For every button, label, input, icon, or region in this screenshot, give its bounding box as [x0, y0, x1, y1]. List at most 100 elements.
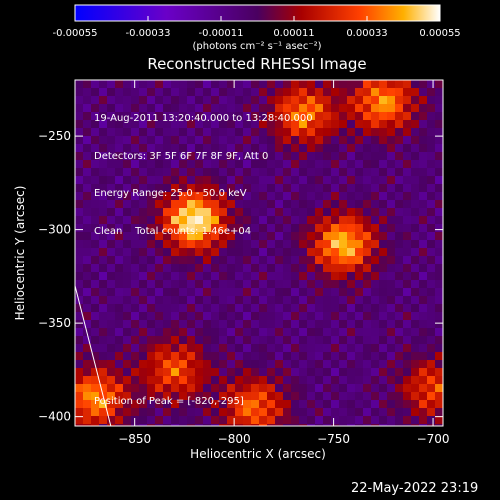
heatmap-cell — [283, 88, 291, 96]
heatmap-cell — [83, 280, 91, 288]
heatmap-cell — [395, 136, 403, 144]
heatmap-cell — [291, 208, 299, 216]
heatmap-cell — [163, 272, 171, 280]
heatmap-cell — [147, 128, 155, 136]
heatmap-cell — [363, 88, 371, 96]
heatmap-cell — [267, 184, 275, 192]
heatmap-cell — [387, 240, 395, 248]
heatmap-cell — [299, 80, 307, 88]
heatmap-cell — [171, 280, 179, 288]
heatmap-cell — [283, 216, 291, 224]
heatmap-cell — [323, 80, 331, 88]
colorbar-tick-label: -0.00055 — [53, 28, 98, 39]
heatmap-cell — [339, 288, 347, 296]
heatmap-cell — [379, 344, 387, 352]
heatmap-cell — [203, 264, 211, 272]
heatmap-cell — [83, 160, 91, 168]
heatmap-cell — [187, 152, 195, 160]
heatmap-cell — [315, 216, 323, 224]
heatmap-cell — [387, 208, 395, 216]
heatmap-cell — [163, 176, 171, 184]
heatmap-cell — [203, 184, 211, 192]
heatmap-cell — [283, 416, 291, 424]
heatmap-cell — [219, 336, 227, 344]
heatmap-cell — [275, 232, 283, 240]
heatmap-cell — [259, 280, 267, 288]
heatmap-cell — [363, 320, 371, 328]
heatmap-cell — [379, 168, 387, 176]
heatmap-cell — [331, 128, 339, 136]
heatmap-cell — [147, 224, 155, 232]
colorbar-tick-label: -0.00033 — [126, 28, 171, 39]
heatmap-cell — [147, 208, 155, 216]
heatmap-cell — [195, 296, 203, 304]
heatmap-cell — [363, 392, 371, 400]
heatmap-cell — [211, 216, 219, 224]
heatmap-cell — [131, 96, 139, 104]
heatmap-cell — [171, 80, 179, 88]
heatmap-cell — [339, 352, 347, 360]
heatmap-cell — [163, 288, 171, 296]
heatmap-cell — [299, 120, 307, 128]
heatmap-cell — [139, 256, 147, 264]
heatmap-cell — [75, 200, 83, 208]
heatmap-cell — [267, 328, 275, 336]
heatmap-cell — [275, 96, 283, 104]
heatmap-cell — [363, 176, 371, 184]
heatmap-cell — [155, 288, 163, 296]
heatmap-cell — [147, 360, 155, 368]
heatmap-cell — [395, 176, 403, 184]
heatmap-cell — [275, 424, 283, 426]
heatmap-cell — [331, 232, 339, 240]
heatmap-cell — [91, 104, 99, 112]
heatmap-cell — [83, 320, 91, 328]
heatmap-cell — [395, 304, 403, 312]
heatmap-cell — [267, 288, 275, 296]
heatmap-cell — [163, 96, 171, 104]
heatmap-cell — [163, 312, 171, 320]
heatmap-cell — [131, 344, 139, 352]
heatmap-cell — [75, 216, 83, 224]
heatmap-cell — [171, 360, 179, 368]
heatmap-cell — [139, 352, 147, 360]
colorbar-tick-label: 0.00011 — [273, 28, 314, 39]
heatmap-cell — [363, 312, 371, 320]
heatmap-cell — [83, 208, 91, 216]
heatmap-cell — [227, 224, 235, 232]
heatmap-cell — [339, 80, 347, 88]
heatmap-cell — [371, 232, 379, 240]
heatmap-cell — [395, 224, 403, 232]
heatmap-cell — [291, 112, 299, 120]
heatmap-cell — [131, 384, 139, 392]
heatmap-cell — [403, 416, 411, 424]
heatmap-cell — [179, 160, 187, 168]
heatmap-cell — [91, 216, 99, 224]
heatmap-cell — [411, 352, 419, 360]
heatmap-cell — [147, 104, 155, 112]
heatmap-cell — [115, 216, 123, 224]
colorbar-tick-label: -0.00011 — [199, 28, 244, 39]
heatmap-cell — [91, 184, 99, 192]
heatmap-cell — [339, 360, 347, 368]
heatmap-cell — [147, 232, 155, 240]
heatmap-cell — [195, 224, 203, 232]
heatmap-cell — [427, 256, 435, 264]
heatmap-cell — [187, 240, 195, 248]
heatmap-cell — [203, 240, 211, 248]
heatmap-cell — [99, 424, 107, 426]
heatmap-cell — [355, 104, 363, 112]
heatmap-cell — [115, 416, 123, 424]
heatmap-cell — [347, 408, 355, 416]
heatmap-cell — [171, 312, 179, 320]
heatmap-cell — [403, 368, 411, 376]
heatmap-cell — [163, 240, 171, 248]
heatmap-cell — [91, 120, 99, 128]
heatmap-cell — [195, 328, 203, 336]
heatmap-cell — [395, 96, 403, 104]
heatmap-cell — [195, 320, 203, 328]
heatmap-cell — [83, 336, 91, 344]
heatmap-cell — [339, 272, 347, 280]
heatmap-cell — [251, 120, 259, 128]
heatmap-cell — [227, 200, 235, 208]
heatmap-cell — [163, 320, 171, 328]
